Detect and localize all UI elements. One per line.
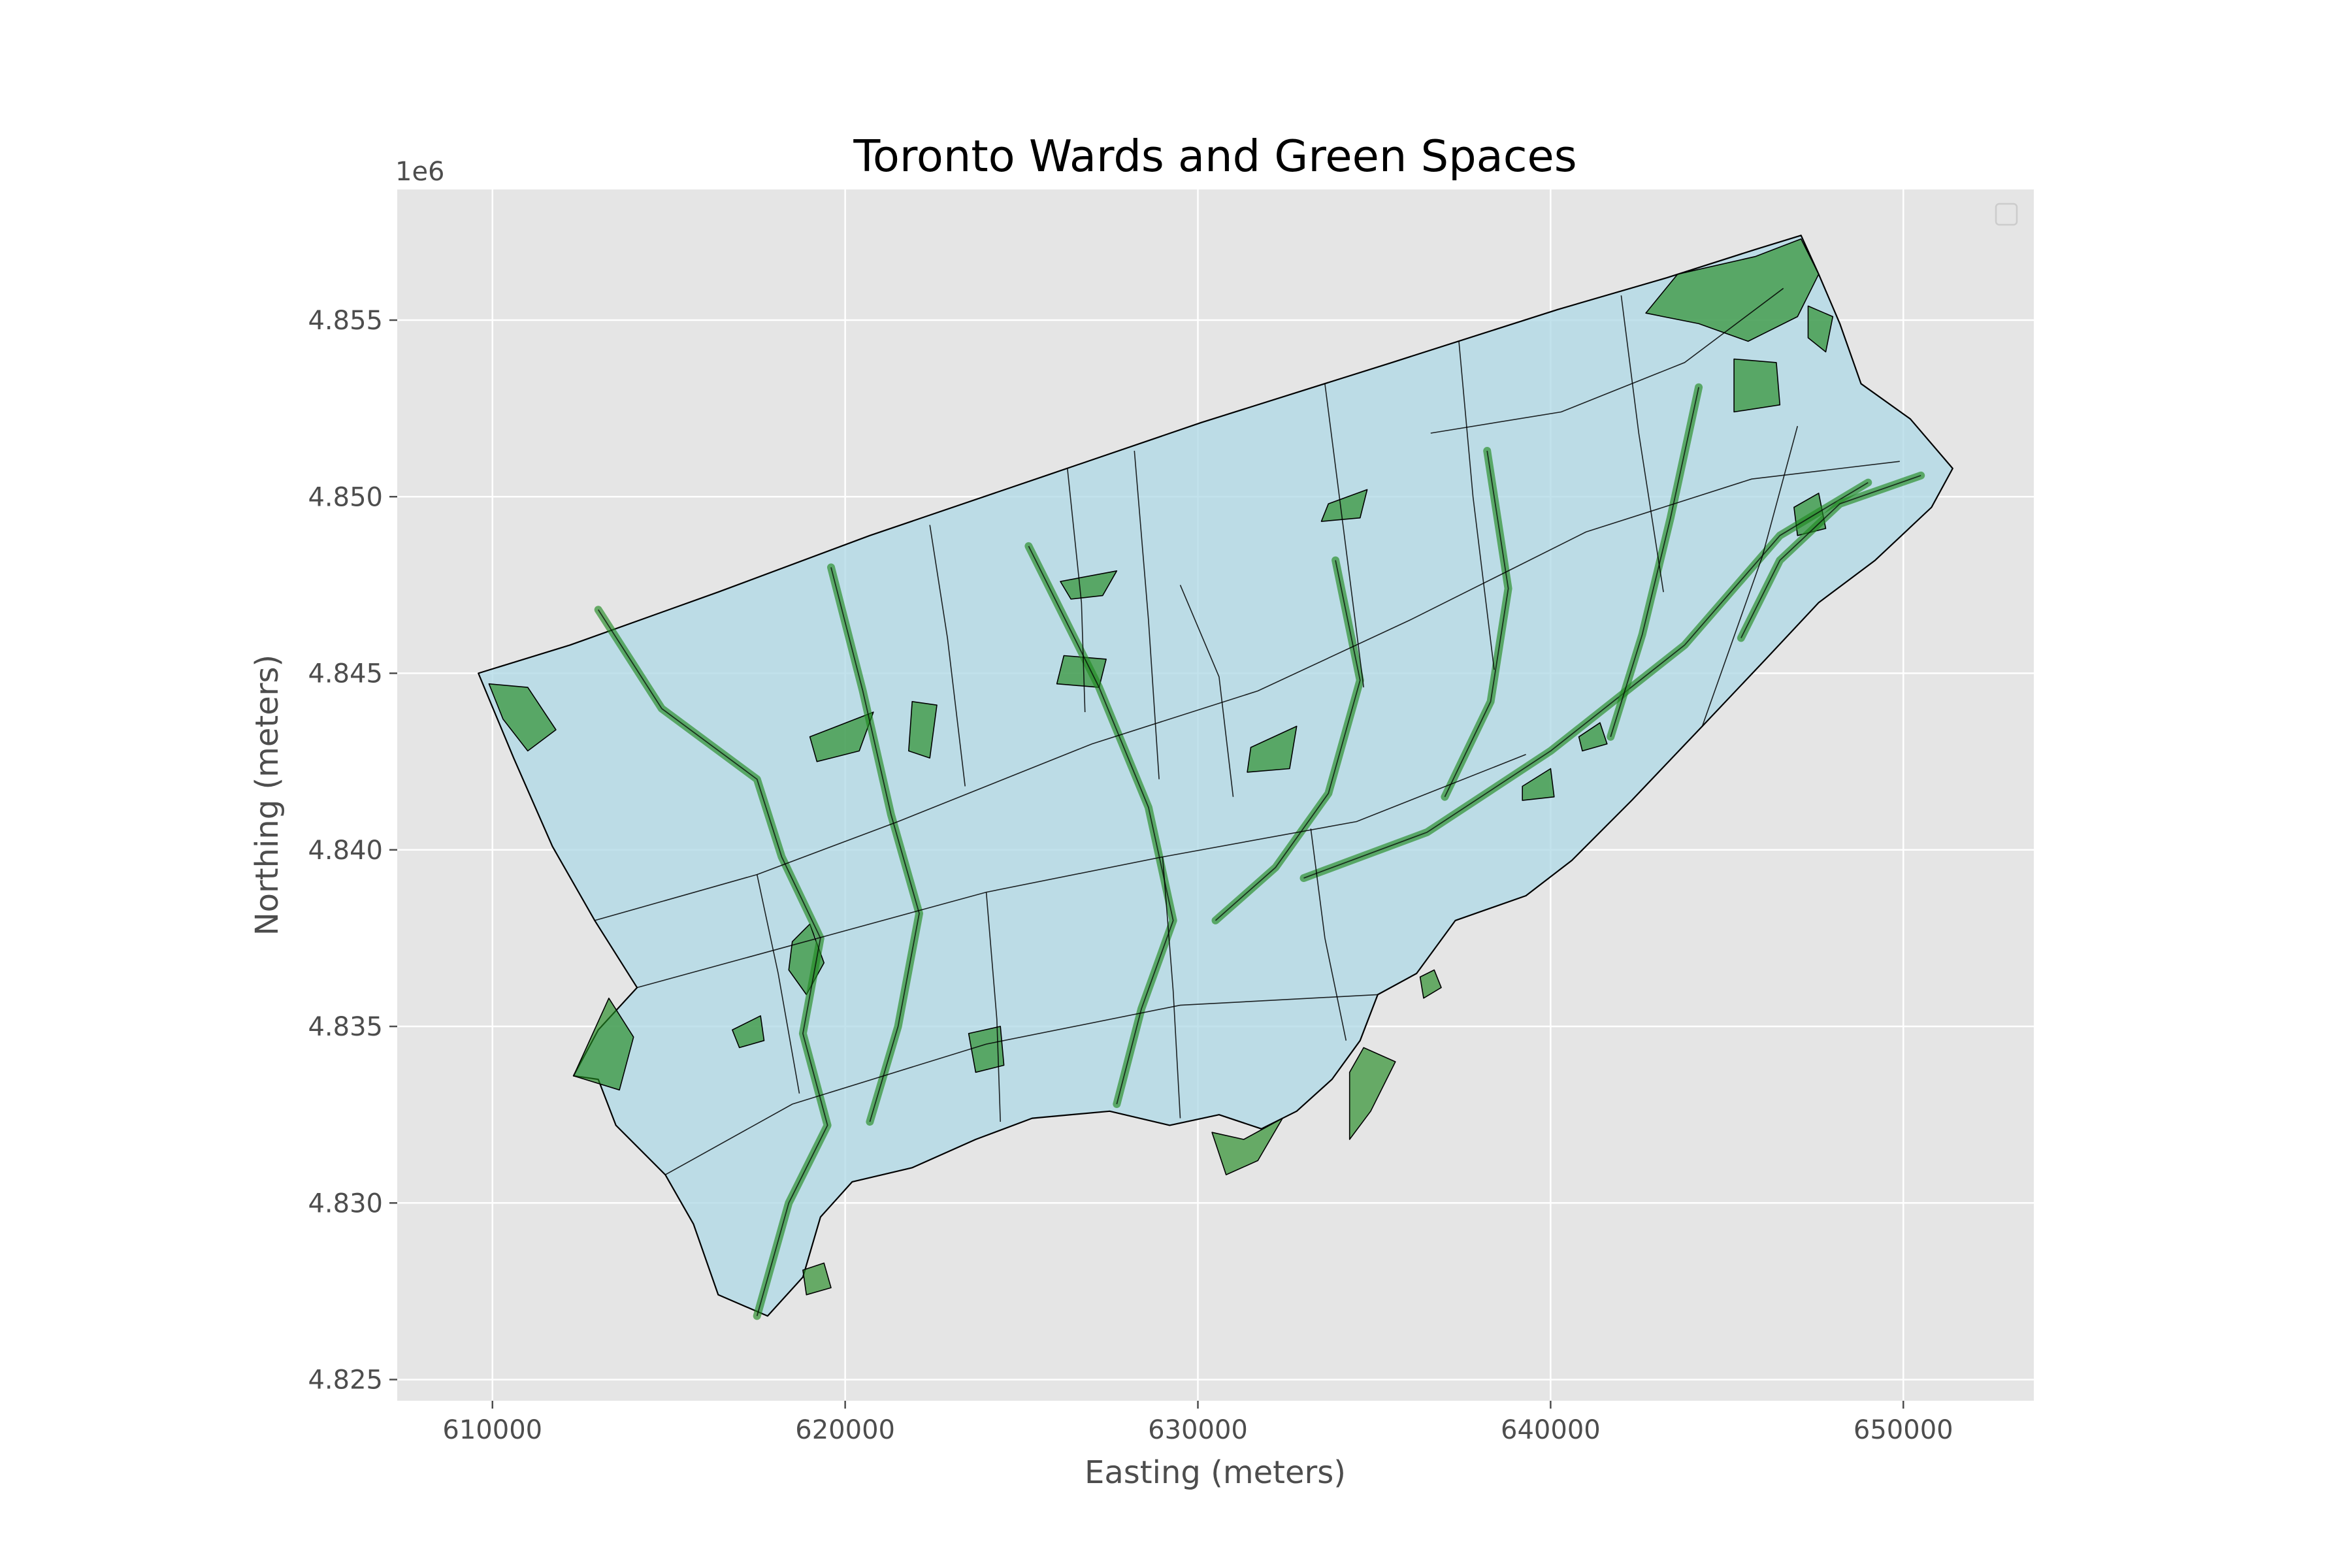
green-corridor-edge	[1444, 450, 1509, 798]
legend-box	[1995, 203, 2018, 226]
green-space-polygon	[1348, 1047, 1396, 1140]
green-space-polygon	[809, 711, 874, 762]
green-corridor-edge	[1303, 482, 1869, 879]
green-space-polygon	[1807, 305, 1834, 353]
green-space-polygon	[1645, 238, 1820, 342]
ward-boundary-line	[1430, 287, 1784, 434]
x-tick-label: 620000	[795, 1415, 895, 1445]
ward-boundary-line	[1067, 468, 1086, 713]
ward-boundary-line	[664, 994, 1378, 1175]
ward-boundary-line	[929, 525, 966, 787]
green-space-polygon	[1419, 969, 1442, 999]
y-tick-label: 4.835	[308, 1012, 383, 1042]
ward-boundary-line	[1134, 450, 1160, 779]
green-corridor-edge	[1028, 546, 1174, 1105]
green-corridor-edge	[1215, 560, 1361, 921]
y-tick-label: 4.855	[308, 306, 383, 336]
x-axis-label: Easting (meters)	[1085, 1454, 1346, 1491]
ward-boundary-line	[1179, 585, 1234, 797]
ward-boundary-line	[1324, 384, 1364, 688]
green-corridor-edge	[597, 609, 828, 1316]
green-space-polygon	[732, 1015, 765, 1049]
ward-boundary-line	[595, 461, 1900, 921]
green-space-polygon	[1578, 722, 1608, 752]
y-tick-label: 4.850	[308, 482, 383, 512]
green-corridor-edge	[1610, 387, 1699, 738]
green-space-polygon	[802, 1262, 832, 1296]
green-corridor-edge	[830, 567, 920, 1122]
y-tick-labels: 4.825 4.830 4.835 4.840 4.845 4.850 4.855	[308, 306, 383, 1396]
wards-layer	[478, 235, 1953, 1317]
green-space-polygon	[1060, 570, 1118, 600]
green-space-polygon	[968, 1026, 1005, 1073]
y-tick-label: 4.830	[308, 1188, 383, 1218]
green-space-polygon	[1211, 1117, 1283, 1175]
green-spaces-layer	[488, 238, 1925, 1320]
green-space-polygon	[1522, 768, 1555, 801]
green-space-polygon	[908, 701, 938, 759]
x-tick-labels: 610000 620000 630000 640000 650000	[442, 1415, 1953, 1445]
x-tick-label: 630000	[1148, 1415, 1248, 1445]
y-offset-label: 1e6	[395, 157, 445, 187]
tick-marks	[389, 319, 1904, 1409]
ward-boundaries-layer	[595, 287, 1900, 1175]
chart-title: Toronto Wards and Green Spaces	[853, 131, 1576, 182]
green-corridor-edge	[1740, 474, 1921, 638]
x-tick-label: 650000	[1854, 1415, 1953, 1445]
ward-boundary-line	[756, 874, 800, 1094]
ward-boundary-line	[1620, 295, 1664, 593]
ward-boundary-line	[1701, 425, 1799, 727]
green-space-polygon	[573, 998, 634, 1091]
green-space-polygon	[1247, 725, 1298, 773]
y-axis-label: Northing (meters)	[249, 655, 286, 936]
green-space-polygon	[488, 683, 557, 752]
map-axes: 610000 620000 630000 640000 650000 4.825 4.83…	[308, 189, 2034, 1445]
ward-boundary-line	[1310, 828, 1347, 1041]
ward-boundary-line	[1162, 857, 1181, 1119]
ward-polygon	[478, 235, 1953, 1317]
ward-boundary-line	[1458, 341, 1495, 670]
y-tick-label: 4.840	[308, 836, 383, 866]
y-tick-label: 4.845	[308, 659, 383, 689]
x-tick-label: 610000	[442, 1415, 542, 1445]
x-tick-label: 640000	[1501, 1415, 1601, 1445]
green-space-polygon	[1733, 358, 1781, 413]
ward-boundary-line	[636, 754, 1526, 988]
y-tick-label: 4.825	[308, 1365, 383, 1396]
ward-boundary-line	[985, 892, 1001, 1122]
green-space-polygon	[1320, 489, 1368, 522]
